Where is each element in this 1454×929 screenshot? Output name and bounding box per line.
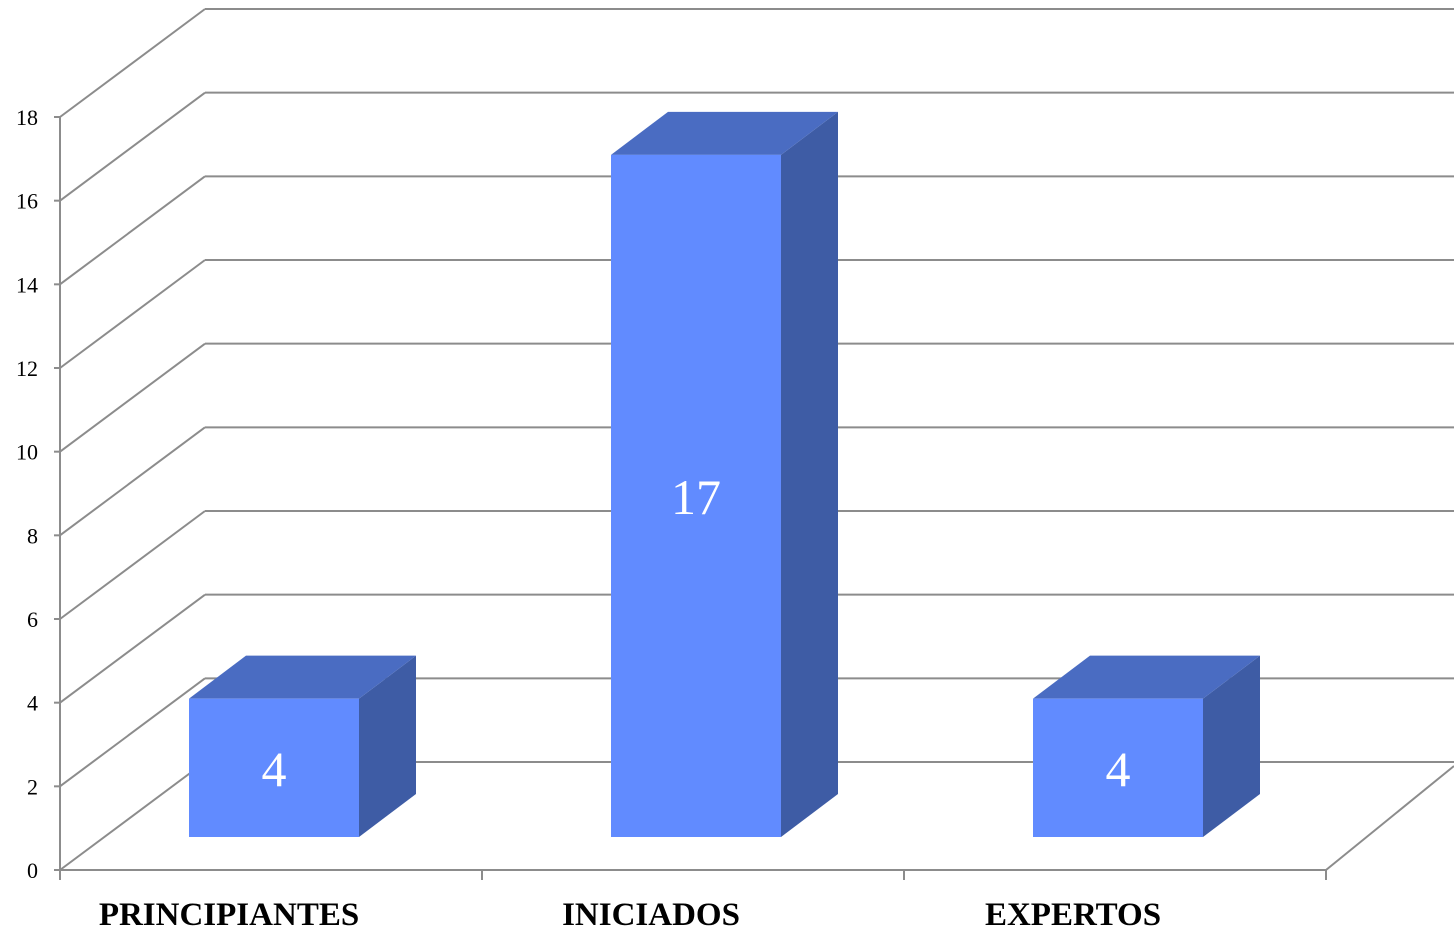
bar-principiantes: [189, 698, 359, 837]
y-tick-label-8: 8: [27, 523, 38, 548]
gridline-side-16: [59, 91, 206, 202]
bars: [189, 111, 1260, 838]
y-tick-label-10: 10: [16, 440, 38, 465]
gridline-side-18: [59, 8, 206, 118]
gridline-side-6: [59, 510, 206, 620]
gridline-side-2: [59, 677, 206, 788]
data-label-iniciados: 17: [671, 469, 721, 525]
bar-iniciados: [611, 154, 781, 838]
y-tick-label-6: 6: [27, 607, 38, 632]
y-tick-label-4: 4: [27, 691, 38, 716]
gridline-side-8: [59, 426, 206, 537]
y-tick-label-16: 16: [16, 189, 38, 214]
gridline-side-14: [59, 175, 206, 286]
x-tick-label-expertos: EXPERTOS: [985, 897, 1161, 929]
data-label-principiantes: 4: [262, 741, 287, 797]
y-tick-label-2: 2: [27, 774, 38, 799]
bar-side-iniciados: [781, 111, 838, 838]
x-tick-label-iniciados: INICIADOS: [562, 897, 740, 929]
x-tick-label-principiantes: PRINCIPIANTES: [99, 897, 359, 929]
gridline-side-0: [59, 761, 206, 871]
floor-right-edge: [1325, 765, 1454, 871]
bar-top-principiantes: [189, 655, 416, 699]
bar-top-iniciados: [611, 111, 838, 155]
bar-side-principiantes: [359, 655, 416, 837]
gridline-side-10: [59, 342, 206, 453]
y-tick-label-12: 12: [16, 356, 38, 381]
y-tick-label-14: 14: [16, 272, 38, 297]
y-tick-label-0: 0: [27, 858, 38, 883]
bar-top-expertos: [1033, 655, 1260, 699]
bar-expertos: [1033, 698, 1203, 837]
axes: 0 2 4 6 8 10 12 14 16 18: [16, 105, 1327, 883]
data-label-expertos: 4: [1106, 741, 1131, 797]
y-tick-label-18: 18: [16, 105, 38, 130]
labels: 4 PRINCIPIANTES 17 INICIADOS 4 EXPERTOS: [99, 469, 1161, 929]
bar-side-expertos: [1203, 655, 1260, 837]
gridline-side-4: [59, 593, 206, 704]
gridline-side-12: [59, 259, 206, 369]
